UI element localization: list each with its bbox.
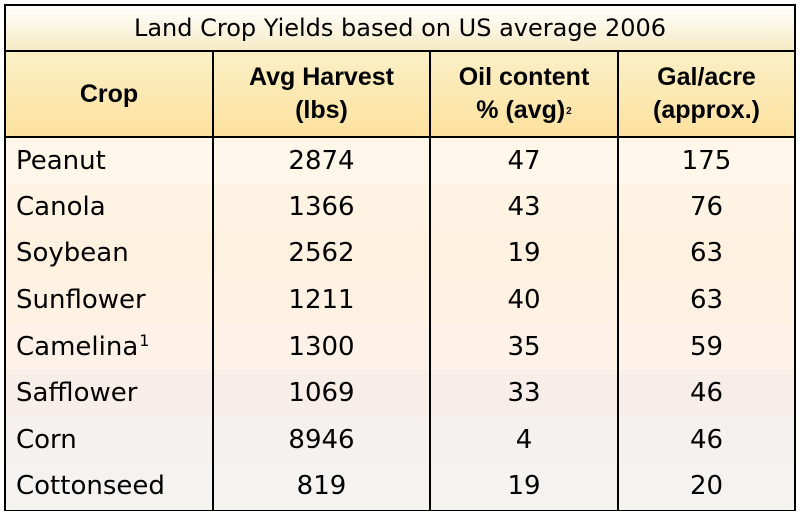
header-line: Avg Harvest bbox=[249, 63, 394, 91]
crop-name: Peanut bbox=[16, 145, 106, 176]
oil-content-cell: 19 bbox=[430, 463, 619, 510]
crop-name-cell: Peanut bbox=[6, 137, 214, 184]
table-row: Sunflower 1211 40 63 bbox=[6, 276, 794, 324]
header-row: Crop Avg Harvest (lbs) Oil content % (av… bbox=[6, 52, 794, 138]
column-header-crop: Crop bbox=[6, 52, 214, 138]
column-header-avg-harvest: Avg Harvest (lbs) bbox=[213, 52, 431, 138]
header-line: (approx.) bbox=[653, 96, 760, 124]
footnote-marker: 2 bbox=[566, 105, 572, 117]
table-title: Land Crop Yields based on US average 200… bbox=[6, 6, 794, 52]
crop-name-cell: Safflower bbox=[6, 369, 214, 417]
gal-acre-cell: 76 bbox=[618, 183, 794, 231]
column-header-oil-content: Oil content % (avg)2 bbox=[430, 52, 619, 138]
table-row: Cottonseed 819 19 20 bbox=[6, 463, 794, 510]
crop-name-cell: Cottonseed bbox=[6, 463, 214, 510]
table-row: Corn 8946 4 46 bbox=[6, 416, 794, 464]
harvest-cell: 1300 bbox=[213, 323, 431, 370]
gal-acre-cell: 175 bbox=[618, 137, 794, 184]
crop-name: Corn bbox=[16, 424, 77, 455]
harvest-cell: 1366 bbox=[213, 183, 431, 231]
table-body: Peanut 2874 47 175 Canola 1366 43 76 Soybean 2562… bbox=[6, 137, 794, 510]
oil-content-cell: 33 bbox=[430, 369, 619, 417]
crop-name: Camelina bbox=[16, 332, 139, 363]
header-line: % (avg)2 bbox=[435, 94, 613, 128]
header-text: % (avg) bbox=[476, 95, 566, 124]
crop-name-cell: Corn bbox=[6, 416, 214, 464]
header-line: Oil content bbox=[458, 62, 590, 91]
gal-acre-cell: 20 bbox=[618, 463, 794, 510]
harvest-cell: 2562 bbox=[213, 230, 431, 277]
crop-name-cell: Camelina1 bbox=[6, 323, 214, 370]
table-row: Canola 1366 43 76 bbox=[6, 183, 794, 231]
crop-name-cell: Sunflower bbox=[6, 276, 214, 324]
gal-acre-cell: 63 bbox=[618, 230, 794, 277]
gal-acre-cell: 63 bbox=[618, 276, 794, 324]
harvest-cell: 8946 bbox=[213, 416, 431, 464]
header-line: (lbs) bbox=[295, 96, 348, 124]
header-line: Gal/acre bbox=[657, 63, 756, 91]
harvest-cell: 819 bbox=[213, 463, 431, 510]
gal-acre-cell: 59 bbox=[618, 323, 794, 370]
header-line: Crop bbox=[79, 79, 139, 108]
table-row: Peanut 2874 47 175 bbox=[6, 137, 794, 184]
oil-content-cell: 47 bbox=[430, 137, 619, 184]
oil-content-cell: 35 bbox=[430, 323, 619, 370]
harvest-cell: 1069 bbox=[213, 369, 431, 417]
crop-name-cell: Canola bbox=[6, 183, 214, 231]
table-row: Soybean 2562 19 63 bbox=[6, 230, 794, 277]
data-table: Crop Avg Harvest (lbs) Oil content % (av… bbox=[6, 52, 794, 510]
table-row: Camelina1 1300 35 59 bbox=[6, 323, 794, 370]
crop-yield-table: Land Crop Yields based on US average 200… bbox=[4, 4, 796, 511]
oil-content-cell: 4 bbox=[430, 416, 619, 464]
crop-name: Cottonseed bbox=[16, 471, 165, 502]
harvest-cell: 2874 bbox=[213, 137, 431, 184]
harvest-cell: 1211 bbox=[213, 276, 431, 324]
column-header-gal-acre: Gal/acre (approx.) bbox=[618, 52, 794, 138]
oil-content-cell: 43 bbox=[430, 183, 619, 231]
oil-content-cell: 40 bbox=[430, 276, 619, 324]
crop-name: Sunflower bbox=[16, 285, 146, 316]
gal-acre-cell: 46 bbox=[618, 416, 794, 464]
crop-name: Soybean bbox=[16, 238, 129, 269]
footnote-marker: 1 bbox=[139, 331, 150, 351]
table-row: Safflower 1069 33 46 bbox=[6, 369, 794, 417]
gal-acre-cell: 46 bbox=[618, 369, 794, 417]
crop-name: Safflower bbox=[16, 378, 138, 409]
crop-name-cell: Soybean bbox=[6, 230, 214, 277]
crop-name: Canola bbox=[16, 191, 106, 222]
oil-content-cell: 19 bbox=[430, 230, 619, 277]
